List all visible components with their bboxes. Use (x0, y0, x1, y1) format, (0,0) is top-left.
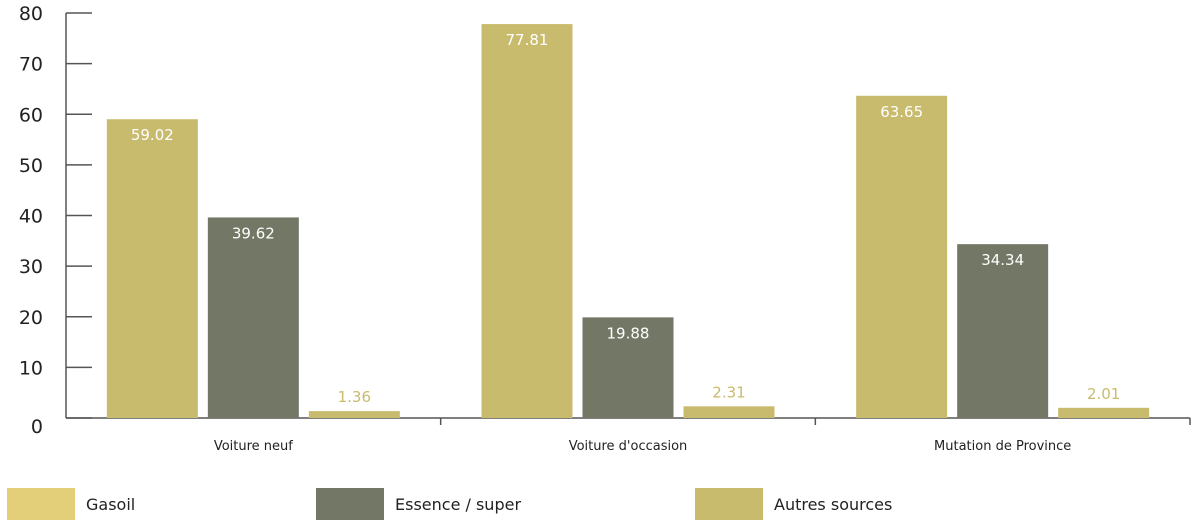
data-labels: 59.02 39.62 1.36 77.81 19.88 2.31 63.65 34.34 2.… (131, 31, 1121, 406)
bar (481, 24, 573, 418)
bar (106, 119, 198, 419)
data-label: 59.02 (131, 126, 174, 144)
legend-label-gasoil: Gasoil (86, 494, 136, 514)
y-axis: 0 10 20 30 40 50 60 70 80 (19, 3, 92, 438)
data-label: 1.36 (338, 388, 371, 406)
legend: Gasoil Essence / super Autres sources (0, 488, 1195, 520)
bar (308, 411, 400, 418)
bar-chart: 0 10 20 30 40 50 60 70 80 Voiture neuf Voiture d'… (19, 3, 1191, 454)
x-category-label: Voiture neuf (214, 439, 293, 454)
legend-swatch-autres-sources (695, 488, 763, 520)
y-tick-label: 30 (19, 256, 43, 278)
y-tick-label: 0 (31, 416, 43, 438)
data-label: 2.31 (712, 383, 745, 401)
y-tick-label: 80 (19, 3, 43, 25)
bar (683, 406, 775, 418)
x-category-label: Voiture d'occasion (569, 439, 688, 454)
bar (207, 217, 299, 418)
data-label: 19.88 (607, 324, 650, 342)
y-tick-label: 20 (19, 307, 43, 329)
bar (957, 244, 1049, 418)
legend-item-essence-super: Essence / super (316, 488, 521, 520)
bar (582, 317, 674, 418)
legend-item-gasoil: Gasoil (7, 488, 135, 520)
data-label: 2.01 (1087, 385, 1120, 403)
legend-label-autres-sources: Autres sources (774, 494, 893, 514)
y-tick-label: 10 (19, 357, 43, 379)
data-label: 77.81 (506, 31, 549, 49)
y-tick-label: 50 (19, 155, 43, 177)
bars (106, 24, 1150, 419)
data-label: 63.65 (880, 103, 923, 121)
legend-item-autres-sources: Autres sources (695, 488, 892, 520)
data-label: 34.34 (981, 251, 1024, 269)
legend-swatch-gasoil (7, 488, 75, 520)
bar (1058, 407, 1150, 418)
x-category-label: Mutation de Province (934, 439, 1071, 454)
legend-label-essence-super: Essence / super (395, 494, 522, 514)
x-axis: Voiture neuf Voiture d'occasion Mutation d… (66, 417, 1191, 454)
legend-swatch-essence-super (316, 488, 384, 520)
y-tick-label: 60 (19, 104, 43, 126)
y-tick-label: 40 (19, 206, 43, 228)
y-tick-label: 70 (19, 54, 43, 76)
bar (856, 95, 948, 418)
data-label: 39.62 (232, 224, 275, 242)
